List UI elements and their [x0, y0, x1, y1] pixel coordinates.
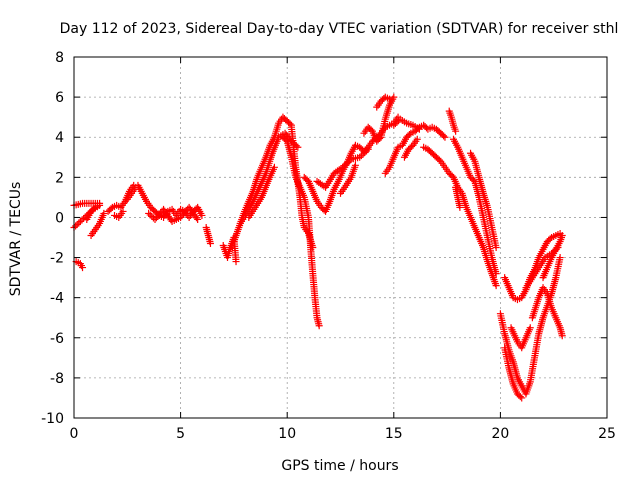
data-point — [413, 135, 421, 143]
data-point — [198, 211, 206, 219]
x-tick-label: 5 — [176, 426, 185, 442]
data-point — [76, 217, 84, 225]
data-point — [359, 150, 367, 158]
data-point — [232, 258, 240, 266]
data-point — [363, 147, 371, 155]
x-tick-label: 25 — [598, 426, 616, 442]
data-point — [90, 205, 98, 213]
data-point — [206, 240, 214, 248]
y-tick-label: 8 — [55, 50, 64, 66]
data-point — [556, 254, 564, 262]
data-point — [440, 132, 448, 140]
data-point — [119, 207, 127, 215]
data-point — [391, 120, 399, 128]
data-point — [72, 222, 80, 230]
data-point — [146, 211, 154, 219]
data-point — [344, 158, 352, 166]
data-point — [361, 148, 369, 156]
data-point — [558, 332, 566, 340]
y-tick-label: 6 — [55, 90, 64, 106]
data-point — [91, 203, 99, 211]
data-point — [345, 157, 353, 165]
data-point — [96, 199, 104, 207]
data-point — [339, 163, 347, 171]
data-point — [526, 324, 534, 332]
y-tick-label: -10 — [41, 411, 64, 427]
data-point — [546, 235, 554, 243]
data-point — [390, 121, 398, 129]
data-point — [492, 270, 500, 278]
data-point — [558, 231, 566, 239]
data-point — [351, 161, 359, 169]
data-point — [145, 209, 153, 217]
data-point — [456, 203, 464, 211]
data-point — [286, 120, 294, 128]
y-tick-label: -2 — [50, 251, 64, 267]
data-point — [79, 264, 87, 272]
x-axis-title: GPS time / hours — [281, 458, 398, 474]
x-tick-label: 10 — [278, 426, 296, 442]
y-tick-label: 0 — [55, 210, 64, 226]
data-point — [415, 125, 423, 133]
chart-title: Day 112 of 2023, Sidereal Day-to-day VTE… — [60, 21, 619, 37]
y-tick-label: -8 — [50, 371, 64, 387]
data-point — [270, 163, 278, 171]
y-tick-label: -6 — [50, 331, 64, 347]
data-point — [452, 127, 460, 135]
data-point — [390, 93, 398, 101]
data-points — [70, 93, 566, 402]
axis-ticks: 0 5 10 15 20 25 -10 -8 -6 -4 -2 0 2 4 6 8 — [41, 50, 616, 442]
data-point — [315, 322, 323, 330]
data-point — [194, 215, 202, 223]
y-tick-label: -4 — [50, 291, 64, 307]
data-point — [340, 162, 348, 170]
data-point — [73, 220, 81, 228]
data-point — [107, 205, 115, 213]
data-point — [357, 152, 365, 160]
data-point — [291, 140, 299, 148]
data-point — [441, 133, 449, 141]
x-tick-label: 0 — [70, 426, 79, 442]
data-point — [518, 394, 526, 402]
data-point — [386, 95, 394, 103]
x-tick-label: 20 — [491, 426, 509, 442]
data-point — [492, 282, 500, 290]
x-tick-label: 15 — [385, 426, 403, 442]
data-point — [80, 214, 88, 222]
data-point — [342, 160, 350, 168]
data-point — [364, 145, 372, 153]
data-point — [75, 219, 83, 227]
data-point — [148, 212, 156, 220]
data-point — [393, 118, 401, 126]
data-point — [356, 153, 364, 161]
y-tick-label: 4 — [55, 130, 64, 146]
y-axis-title: SDTVAR / TECUs — [8, 182, 24, 297]
plot-frame — [73, 56, 608, 419]
data-point — [516, 393, 524, 401]
data-point — [100, 209, 108, 217]
data-point — [309, 244, 317, 252]
data-point — [376, 135, 384, 143]
data-point — [192, 214, 200, 222]
data-point — [492, 244, 500, 252]
data-point — [405, 131, 413, 139]
y-tick-label: 2 — [55, 170, 64, 186]
